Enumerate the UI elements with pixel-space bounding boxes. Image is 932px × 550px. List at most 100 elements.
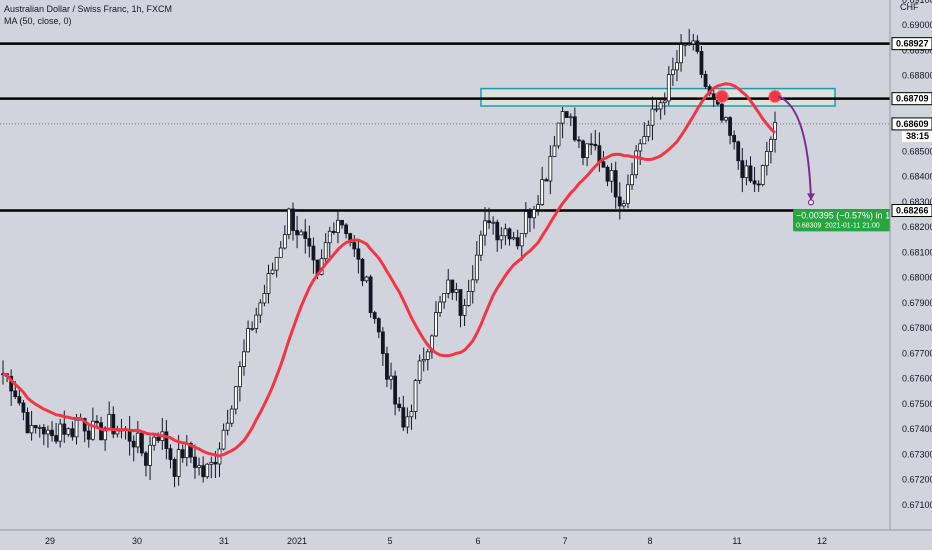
candle-body (323, 242, 328, 260)
current-price-tag (891, 117, 932, 131)
candles-layer (1, 28, 777, 488)
time-tick-label: 30 (132, 536, 142, 546)
candle-body (368, 276, 373, 314)
candle-body (299, 231, 304, 236)
currency-label: CHF (900, 2, 919, 12)
candle-body (536, 204, 540, 210)
candle-body (728, 117, 732, 136)
candle-body (254, 314, 259, 329)
candle-body (66, 428, 71, 435)
symbol-title: Australian Dollar / Swiss Franc, 1h, FXC… (4, 4, 173, 14)
candle-body (152, 436, 157, 446)
candle-body (703, 73, 708, 87)
candle-body (638, 143, 643, 152)
candle-body (413, 380, 418, 413)
candle-body (495, 221, 500, 241)
price-tick-label: 0.67400 (902, 424, 932, 434)
candle-body (111, 413, 116, 435)
candle-body (540, 179, 545, 205)
candle-body (679, 44, 683, 64)
candle-body (732, 134, 737, 143)
candle-body (197, 465, 201, 468)
candle-body (135, 432, 140, 448)
candle-body (417, 360, 422, 381)
moving-average-line (2, 82, 777, 458)
candle-body (499, 235, 504, 241)
candle-body (548, 156, 553, 182)
candle-body (144, 452, 148, 466)
candle-body (156, 436, 161, 441)
candle-body (193, 456, 197, 468)
resistance-zone (480, 87, 836, 107)
candle-body (336, 219, 340, 233)
candle-body (752, 180, 757, 185)
candle-body (617, 196, 622, 207)
candle-body (37, 427, 42, 429)
candle-body (552, 145, 557, 157)
candle-body (503, 228, 508, 237)
indicator-label: MA (50, close, 0) (4, 16, 72, 26)
price-tick-label: 0.68000 (902, 273, 932, 283)
candle-body (295, 230, 299, 236)
price-tick-label: 0.68800 (902, 71, 932, 81)
candle-body (585, 143, 590, 159)
candle-body (205, 463, 210, 478)
candle-body (213, 461, 218, 465)
candle-body (380, 331, 385, 354)
highlight-marker (715, 89, 729, 104)
candle-body (630, 174, 634, 186)
time-tick-label: 11 (732, 536, 741, 546)
price-tick-label: 0.67600 (902, 374, 932, 384)
candle-body (634, 150, 639, 176)
price-tick-label: 0.67500 (902, 399, 932, 409)
candle-body (176, 449, 181, 477)
candle-body (769, 139, 773, 152)
candle-body (409, 411, 414, 418)
countdown-label: 38:15 (906, 131, 929, 141)
candle-body (389, 375, 393, 380)
measure-box (793, 209, 890, 232)
candle-body (238, 366, 242, 388)
measure-change-label: −0.00395 (−0.57%) in 10h (796, 210, 900, 220)
candle-body (458, 289, 463, 316)
price-tick-label: 0.68300 (902, 197, 932, 207)
candle-body (356, 248, 361, 260)
candle-body (46, 429, 50, 435)
price-axis[interactable]: CHF0.691000.690000.689000.688000.687000.… (889, 0, 932, 550)
candle-body (115, 430, 120, 435)
candle-body (25, 411, 30, 434)
candle-body (270, 269, 275, 274)
candle-body (613, 170, 618, 198)
candle-body (425, 351, 430, 360)
candle-body (17, 396, 22, 404)
candle-body (642, 136, 647, 145)
candle-body (225, 422, 230, 431)
candle-body (90, 420, 95, 440)
candle-body (21, 402, 26, 413)
price-tick-label: 0.68400 (902, 172, 932, 182)
price-tick-label: 0.67800 (902, 323, 932, 333)
candle-body (233, 386, 238, 410)
candle-body (291, 208, 295, 231)
candle-body (287, 208, 291, 235)
candle-body (711, 93, 716, 100)
time-tick-label: 31 (219, 536, 229, 546)
candle-body (544, 179, 549, 182)
candle-body (148, 444, 152, 466)
candle-body (483, 220, 487, 236)
candle-body (131, 440, 136, 448)
moving-average-layer (2, 82, 777, 458)
candle-body (564, 111, 569, 118)
candle-body (556, 122, 561, 147)
time-axis[interactable]: 29 30 31 2021 5 6 7 8 11 12 (0, 529, 932, 546)
candle-body (229, 408, 234, 424)
price-tag-label: 0.68266 (896, 205, 929, 215)
candle-body (397, 403, 402, 409)
candle-body (581, 140, 585, 159)
candle-body (474, 254, 479, 281)
price-tag (891, 37, 932, 51)
candle-body (99, 422, 103, 441)
candle-body (262, 293, 267, 304)
candle-body (446, 279, 451, 294)
